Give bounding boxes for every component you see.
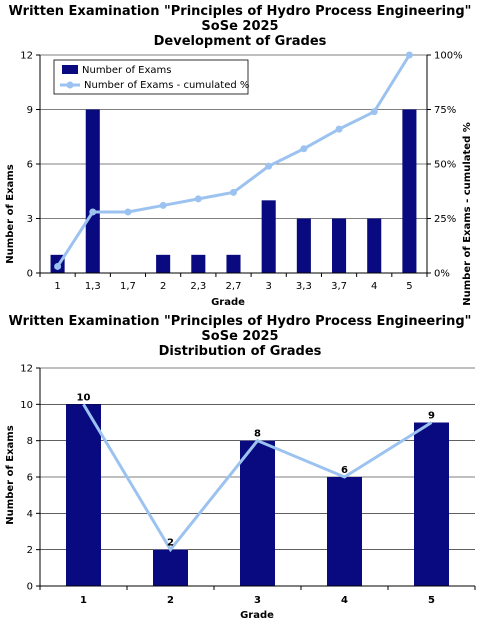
chart1-x-tick-label: 2 xyxy=(160,281,166,292)
chart2-y-tick-label: 0 xyxy=(27,582,33,593)
chart1-cumulated-point xyxy=(89,208,97,216)
chart1-cumulated-point xyxy=(370,108,378,116)
chart1-y-tick-label: 3 xyxy=(27,214,33,225)
chart1-y-tick-label: 9 xyxy=(27,105,33,116)
chart2-x-tick-label: 5 xyxy=(428,595,435,606)
chart1-cumulated-point xyxy=(194,195,202,203)
chart2-y-tick-label: 2 xyxy=(27,545,33,556)
chart1-y2-tick-label: 50% xyxy=(434,160,456,171)
chart1-bar xyxy=(191,254,206,273)
chart1-bar xyxy=(296,218,311,273)
chart1-x-tick-label: 3 xyxy=(265,281,271,292)
chart2-bar xyxy=(327,477,362,586)
chart2-bar xyxy=(153,549,188,586)
chart1-y2-tick-label: 0% xyxy=(434,269,450,280)
chart1-cumulated-point xyxy=(230,188,237,196)
chart1-y2-axis-title: Number of Exams - cumulated % xyxy=(462,122,473,305)
chart1-y2-tick-label: 75% xyxy=(434,105,456,116)
chart1-title-line3: Development of Grades xyxy=(153,34,327,49)
legend-bar-swatch xyxy=(62,65,78,74)
chart2-title-line3: Distribution of Grades xyxy=(158,344,322,359)
chart1-x-tick-label: 3,7 xyxy=(331,281,347,292)
chart1-y-tick-label: 0 xyxy=(27,269,33,280)
chart2-x-axis-title: Grade xyxy=(240,610,274,621)
chart2-data-label: 10 xyxy=(77,392,91,403)
chart2-y-tick-label: 4 xyxy=(27,509,33,520)
chart2-y-tick-label: 8 xyxy=(27,436,33,447)
chart1-x-tick-label: 2,7 xyxy=(226,281,242,292)
chart1-x-axis-title: Grade xyxy=(211,297,245,308)
chart1-y-tick-label: 6 xyxy=(27,160,33,171)
chart2-data-label: 2 xyxy=(167,538,174,549)
chart1-bar xyxy=(85,109,100,273)
chart2-title-line1: Written Examination "Principles of Hydro… xyxy=(8,314,472,329)
chart1-cumulated-point xyxy=(405,51,413,59)
chart1-y2-tick-label: 25% xyxy=(434,214,456,225)
chart1-bar xyxy=(261,200,276,273)
chart1-x-tick-label: 2,3 xyxy=(190,281,206,292)
chart2-bar xyxy=(240,440,275,586)
chart2-y-tick-label: 6 xyxy=(27,473,33,484)
chart2-title-line2: SoSe 2025 xyxy=(201,329,279,344)
chart2-y-tick-label: 12 xyxy=(20,364,33,375)
legend-line-marker xyxy=(66,81,74,89)
chart1-x-tick-label: 1,3 xyxy=(85,281,101,292)
chart1-cumulated-point xyxy=(159,201,167,209)
chart1-bar xyxy=(226,254,241,273)
chart2-x-tick-label: 4 xyxy=(341,595,348,606)
chart1-bar xyxy=(367,218,382,273)
chart2-data-label: 9 xyxy=(428,411,435,422)
chart2-y-axis-title: Number of Exams xyxy=(5,425,16,524)
chart2-data-label: 6 xyxy=(341,465,348,476)
chart1-title-line1: Written Examination "Principles of Hydro… xyxy=(8,4,472,19)
chart1-bar xyxy=(156,254,171,273)
chart1-x-tick-label: 4 xyxy=(371,281,377,292)
chart2-y-tick-label: 10 xyxy=(20,400,33,411)
chart1-cumulated-point xyxy=(54,262,62,270)
chart2-data-label: 8 xyxy=(254,429,261,440)
development-of-grades-chart: 0 3 6 9 12 0% 25% 50% 75% 100% 1 1,3 1,7 2 2,3 2,7 3 3,3 3… xyxy=(5,51,473,309)
legend-label-cumulated: Number of Exams - cumulated % xyxy=(84,80,249,91)
chart1-legend: Number of Exams Number of Exams - cumula… xyxy=(53,59,249,95)
legend-box xyxy=(53,59,249,95)
chart1-x-tick-label: 5 xyxy=(406,281,412,292)
chart1-cumulated-point xyxy=(300,145,308,153)
chart1-cumulated-point xyxy=(124,208,132,216)
chart1-x-tick-label: 3,3 xyxy=(296,281,312,292)
chart1-y-axis-title: Number of Exams xyxy=(5,164,16,263)
chart1-title-line2: SoSe 2025 xyxy=(201,19,279,34)
chart2-x-tick-label: 2 xyxy=(167,595,174,606)
chart1-cumulated-point xyxy=(335,125,343,133)
chart2-x-tick-label: 3 xyxy=(254,595,261,606)
chart1-y2-tick-label: 100% xyxy=(434,51,463,62)
chart1-bar xyxy=(402,109,417,273)
chart1-x-tick-label: 1,7 xyxy=(120,281,136,292)
legend-label-exams: Number of Exams xyxy=(82,65,171,76)
chart2-bar xyxy=(66,404,101,586)
chart2-trend-line xyxy=(82,403,433,553)
chart1-cumulated-point xyxy=(265,162,273,170)
chart1-x-tick-label: 1 xyxy=(54,281,60,292)
chart1-y-tick-label: 12 xyxy=(20,51,33,62)
chart1-bar xyxy=(332,218,347,273)
chart2-bar xyxy=(414,422,449,586)
chart2-x-tick-label: 1 xyxy=(80,595,87,606)
